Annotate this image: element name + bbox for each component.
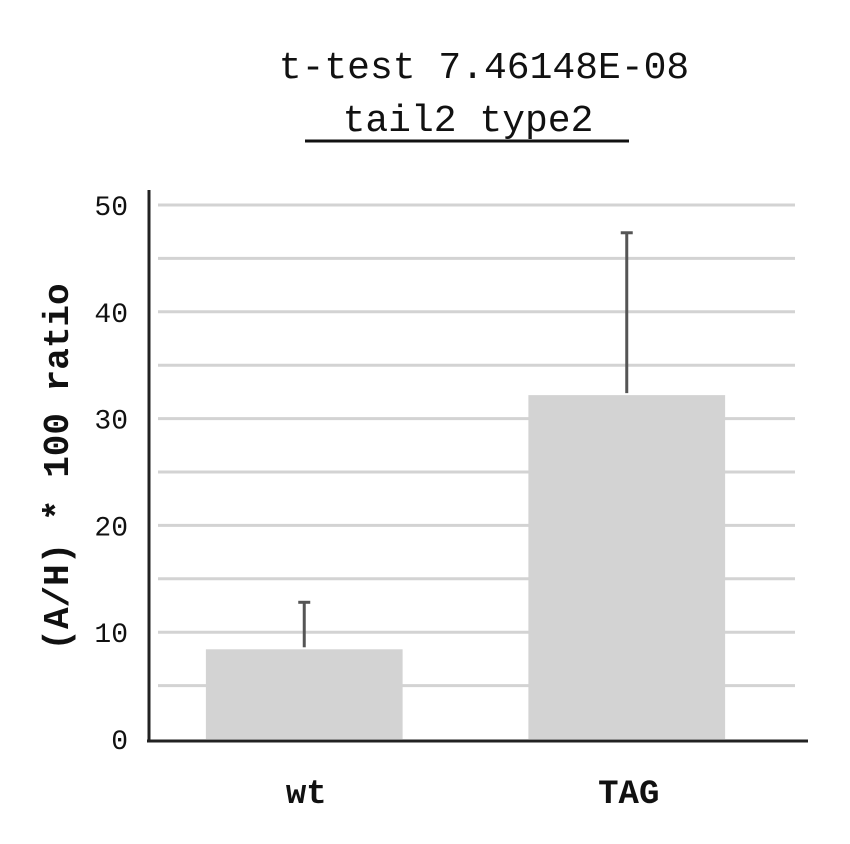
bar	[205, 649, 403, 739]
bar	[528, 395, 726, 739]
x-tick-label: wt	[286, 776, 327, 814]
axes	[147, 190, 808, 743]
y-tick-labels: 0 10 20 30 40 50	[94, 193, 128, 758]
x-tick-label: TAG	[598, 776, 659, 814]
y-tick-label: 50	[94, 193, 128, 224]
y-tick-label: 20	[94, 513, 128, 544]
bars	[205, 395, 726, 739]
chart-title-line1: t-test 7.46148E-08	[279, 47, 689, 90]
y-tick-label: 30	[94, 407, 128, 438]
x-tick-labels: wt TAG	[286, 776, 660, 814]
y-tick-label: 0	[111, 727, 128, 758]
error-bars	[298, 231, 633, 648]
y-axis-label: (A/H) * 100 ratio	[38, 283, 79, 650]
y-tick-label: 40	[94, 300, 128, 331]
chart-title-line2: tail2 type2	[343, 100, 594, 143]
y-tick-label: 10	[94, 620, 128, 651]
